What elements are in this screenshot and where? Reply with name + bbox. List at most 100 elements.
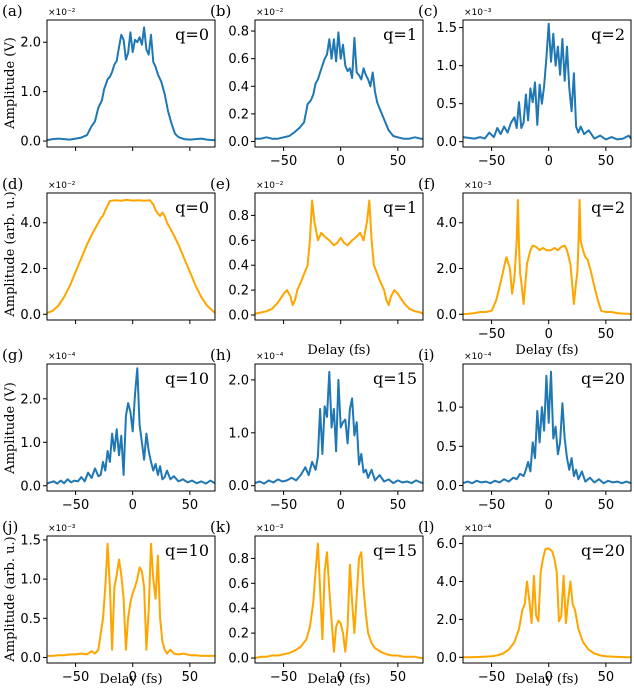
- ytick-label-h: 1.0: [228, 426, 249, 441]
- panel-label-c: (c): [418, 2, 438, 20]
- axes-frame-i: [462, 363, 632, 492]
- panel-k: −50 0 50 0.0 0.2 0.4 0.6 0.8 ×10⁻³ (k) q=15: [210, 518, 424, 685]
- axes-frame-c: [462, 19, 632, 148]
- ytick-label-e: 0.2: [228, 284, 249, 299]
- multiplier-k: ×10⁻³: [256, 524, 284, 534]
- ytick-label-l: 4.0: [436, 575, 457, 590]
- ytick-label-k: 0.6: [228, 577, 249, 592]
- xlabel-row2-center: Delay (fs): [307, 343, 370, 358]
- ytick-label-a: 1.0: [20, 85, 41, 100]
- series-line-e: [254, 199, 424, 315]
- xtick-label-g: 50: [182, 498, 199, 513]
- ytick-label-k: 0.0: [228, 652, 249, 667]
- panel-label-e: (e): [210, 175, 231, 193]
- q-label-c: q=2: [591, 25, 625, 44]
- ytick-label-k: 0.4: [228, 602, 249, 617]
- ytick-label-e: 0.8: [228, 209, 249, 224]
- q-label-b: q=1: [383, 25, 417, 44]
- ytick-label-i: 1.0: [436, 401, 457, 416]
- panel-b: −50 0 50 0.0 0.2 0.4 0.6 0.8 ×10⁻² (b) q=1: [210, 2, 424, 169]
- xtick-label-c: 50: [598, 154, 615, 169]
- ytick-label-h: 2.0: [228, 373, 249, 388]
- panel-label-g: (g): [2, 346, 23, 364]
- axes-frame-a: [46, 19, 216, 148]
- ytick-label-a: 0.0: [20, 135, 41, 150]
- q-label-e: q=1: [383, 198, 417, 217]
- axes-frame-e: [254, 192, 424, 321]
- ylabel-row3: Amplitude (V): [3, 382, 18, 475]
- q-label-d: q=0: [175, 198, 209, 217]
- ytick-label-b: 0.2: [228, 107, 249, 122]
- panel-g: −50 0 50 0.0 1.0 2.0 ×10⁻⁴ (g) q=10: [2, 346, 216, 513]
- ytick-label-l: 2.0: [436, 613, 457, 628]
- xtick-label-f: −50: [478, 327, 505, 342]
- axes-frame-j: [46, 535, 216, 664]
- ytick-label-c: 0.0: [436, 135, 457, 150]
- axes-frame-g: [46, 363, 216, 492]
- series-line-j: [47, 542, 215, 657]
- ytick-label-l: 6.0: [436, 537, 457, 552]
- xtick-label-g: −50: [62, 498, 89, 513]
- xtick-label-h: 0: [337, 498, 345, 513]
- panel-label-j: (j): [2, 518, 18, 536]
- xtick-label-f: 0: [545, 327, 553, 342]
- series-line-b: [255, 31, 423, 140]
- series-line-g: [46, 367, 216, 485]
- ytick-label-a: 2.0: [20, 36, 41, 51]
- panel-label-a: (a): [2, 2, 23, 20]
- panel-label-d: (d): [2, 175, 23, 193]
- xtick-label-b: 50: [390, 154, 407, 169]
- q-label-h: q=15: [373, 369, 417, 388]
- xtick-label-l: 50: [598, 670, 615, 685]
- ytick-label-b: 0.8: [228, 25, 249, 40]
- ytick-label-g: 2.0: [20, 392, 41, 407]
- axes-frame-k: [254, 535, 424, 664]
- xtick-label-c: −50: [478, 154, 505, 169]
- xtick-label-l: 0: [545, 670, 553, 685]
- multiplier-e: ×10⁻²: [256, 181, 284, 191]
- xlabel-row2-right: Delay (fs): [515, 343, 578, 358]
- ytick-label-k: 0.2: [228, 627, 249, 642]
- multiplier-g: ×10⁻⁴: [48, 352, 76, 362]
- series-line-a: [46, 26, 215, 142]
- multiplier-h: ×10⁻⁴: [256, 352, 284, 362]
- xlabel-row4-center: Delay (fs): [307, 672, 370, 687]
- xtick-label-k: 0: [337, 670, 345, 685]
- q-label-f: q=2: [591, 198, 625, 217]
- q-label-k: q=15: [373, 541, 417, 560]
- ytick-label-l: 0.0: [436, 651, 457, 666]
- panel-label-f: (f): [418, 175, 435, 193]
- series-line-k: [254, 542, 423, 659]
- ytick-label-d: 2.0: [20, 262, 41, 277]
- xtick-label-j: −50: [62, 670, 89, 685]
- xtick-label-b: −50: [270, 154, 297, 169]
- panel-e: 0.0 0.2 0.4 0.6 0.8 ×10⁻² (e) q=1: [210, 175, 424, 324]
- xlabel-row4-right: Delay (fs): [515, 672, 578, 687]
- multiplier-a: ×10⁻²: [48, 8, 76, 18]
- ytick-label-d: 0.0: [20, 308, 41, 323]
- ytick-label-e: 0.0: [228, 309, 249, 324]
- panel-f: −50 0 50 0.0 2.0 4.0 ×10⁻³ (f) q=2: [418, 175, 632, 342]
- panel-h: −50 0 50 0.0 1.0 2.0 ×10⁻⁴ (h) q=15: [210, 346, 424, 513]
- ytick-label-b: 0.4: [228, 80, 249, 95]
- xtick-label-i: 50: [598, 498, 615, 513]
- ytick-label-j: 0.0: [20, 651, 41, 666]
- xtick-label-b: 0: [337, 154, 345, 169]
- xtick-label-h: 50: [390, 498, 407, 513]
- panel-a: 0.0 1.0 2.0 ×10⁻² (a) q=0: [2, 2, 216, 151]
- ytick-label-g: 1.0: [20, 436, 41, 451]
- ytick-label-f: 0.0: [436, 308, 457, 323]
- axes-frame-l: [462, 535, 632, 664]
- multiplier-f: ×10⁻³: [464, 181, 492, 191]
- multiplier-d: ×10⁻²: [48, 181, 76, 191]
- xlabel-row4-left: Delay (fs): [99, 672, 162, 687]
- series-line-l: [463, 547, 631, 659]
- xtick-label-c: 0: [545, 154, 553, 169]
- panel-i: −50 0 50 0.0 0.5 1.0 ×10⁻⁴ (i) q=20: [418, 346, 632, 513]
- q-label-a: q=0: [175, 25, 209, 44]
- ylabel-row1: Amplitude (V): [3, 37, 18, 130]
- ytick-label-b: 0.6: [228, 52, 249, 67]
- panel-label-h: (h): [210, 346, 231, 364]
- q-label-l: q=20: [581, 541, 625, 560]
